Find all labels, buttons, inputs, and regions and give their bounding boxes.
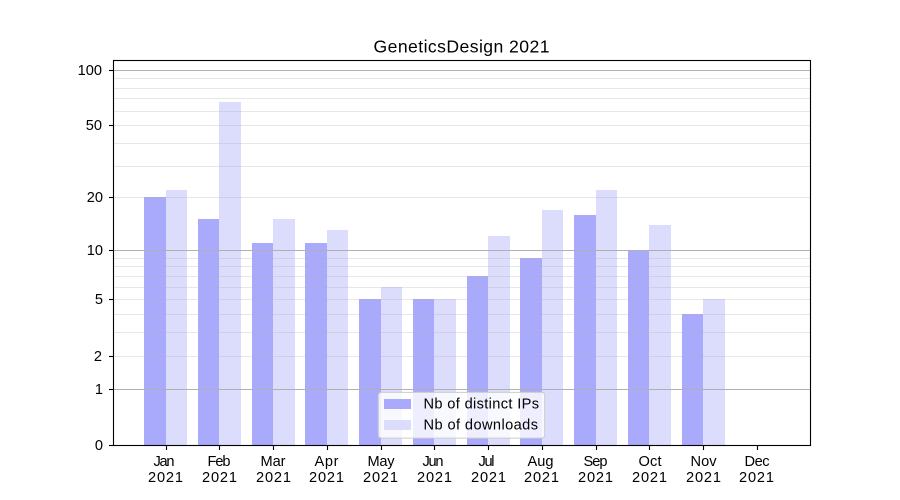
svg-text:2021: 2021 [309,470,344,486]
svg-text:Oct: Oct [639,454,662,470]
svg-text:1: 1 [95,382,103,398]
svg-text:May: May [368,454,396,470]
svg-text:50: 50 [86,118,102,134]
svg-text:2021: 2021 [578,470,613,486]
svg-text:Nb of downloads: Nb of downloads [424,418,539,434]
svg-text:Jul: Jul [479,454,495,470]
svg-text:Dec: Dec [745,454,770,470]
svg-text:2021: 2021 [524,470,559,486]
svg-text:2021: 2021 [417,470,452,486]
svg-text:Aug: Aug [528,454,554,470]
svg-text:Jun: Jun [423,454,444,470]
svg-text:2: 2 [94,349,102,365]
svg-text:Nb of distinct IPs: Nb of distinct IPs [424,397,540,413]
svg-text:Feb: Feb [208,454,231,470]
svg-text:0: 0 [95,438,103,454]
svg-text:2021: 2021 [363,470,398,486]
svg-text:2021: 2021 [739,470,774,486]
svg-text:GeneticsDesign 2021: GeneticsDesign 2021 [374,36,550,56]
svg-text:2021: 2021 [686,470,721,486]
svg-text:2021: 2021 [148,470,183,486]
svg-text:100: 100 [78,63,102,79]
svg-text:2021: 2021 [632,470,667,486]
svg-text:20: 20 [87,190,103,206]
svg-text:5: 5 [95,292,103,308]
svg-text:10: 10 [87,243,103,259]
svg-text:2021: 2021 [202,470,237,486]
svg-text:Apr: Apr [315,454,339,470]
svg-text:Jan: Jan [154,454,175,470]
svg-text:2021: 2021 [256,470,291,486]
svg-text:Sep: Sep [584,454,608,470]
svg-text:2021: 2021 [471,470,506,486]
svg-text:Mar: Mar [261,454,286,470]
svg-text:Nov: Nov [691,454,718,470]
